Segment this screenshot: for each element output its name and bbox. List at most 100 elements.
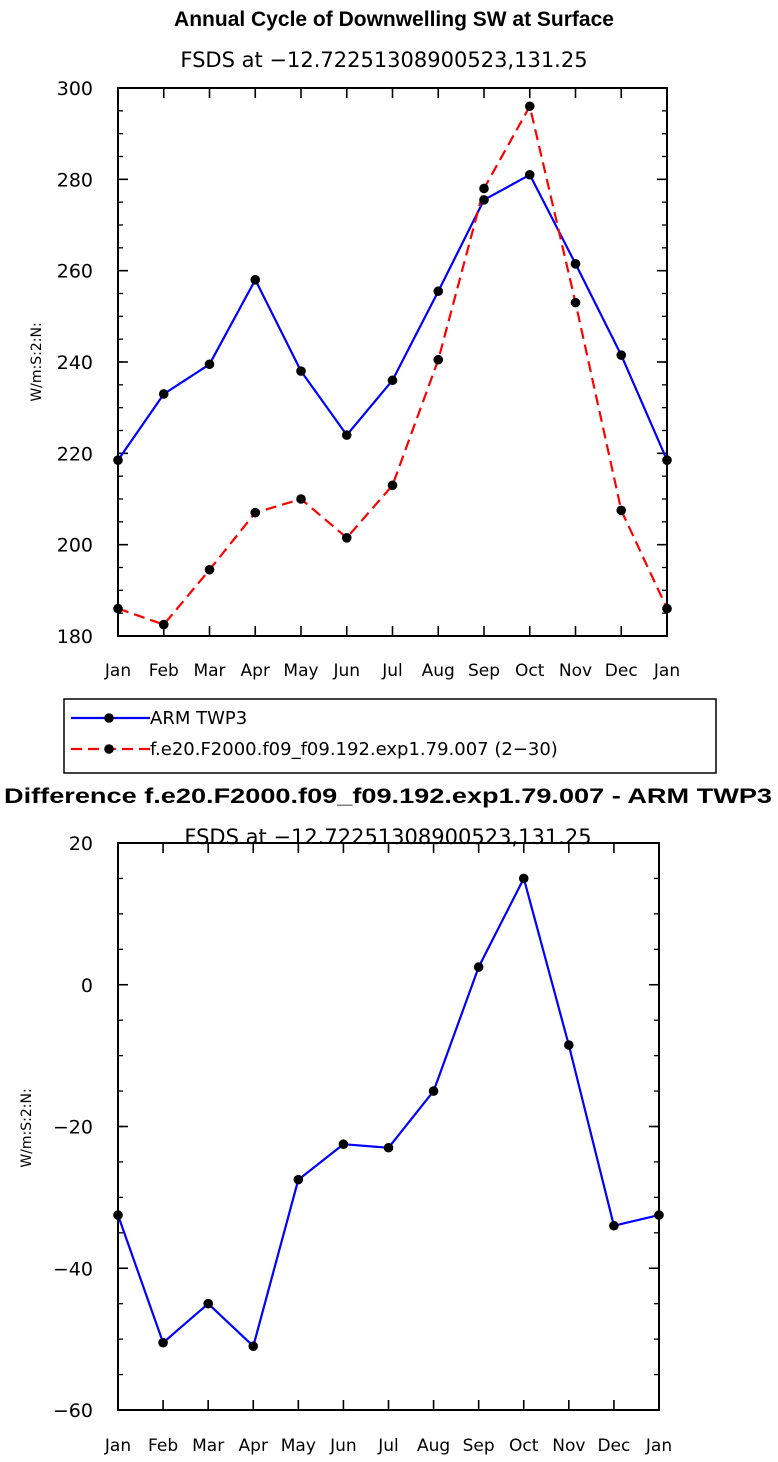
x-tick-label: Feb: [149, 661, 179, 681]
x-tick-label: Mar: [193, 661, 225, 681]
y-tick-label: 240: [57, 352, 93, 374]
chart-1: Annual Cycle of Downwelling SW at Surfac…: [29, 8, 717, 774]
x-tick-label: May: [283, 661, 318, 681]
series-0-point: [479, 195, 489, 205]
series-0-point: [341, 430, 352, 440]
chart-2-plot-area: −60 −40 −20 0 20 Jan Feb Mar Apr May Jun Jul Aug Sep O…: [53, 833, 672, 1456]
legend-box: [63, 698, 717, 774]
x-tick-label: Aug: [417, 1436, 450, 1456]
x-tick-label: Nov: [559, 661, 592, 681]
series-0-point: [158, 1337, 168, 1348]
series-line-0: [117, 173, 669, 461]
chart-1-legend: ARM TWP3 f.e20.F2000.f09_f09.192.exp1.79…: [63, 698, 717, 774]
x-tick-label: May: [281, 1436, 316, 1456]
x-tick-label: Jan: [653, 661, 680, 681]
series-0-point: [338, 1139, 349, 1150]
series-1-point: [387, 480, 398, 491]
y-tick-label: −60: [53, 1400, 93, 1422]
series-0-point: [473, 962, 484, 972]
series-0-point: [428, 1086, 439, 1096]
series-0-point: [113, 1210, 123, 1220]
x-tick-label: Sep: [463, 1436, 495, 1456]
y-tick-label: 200: [57, 535, 93, 557]
chart-2-ylabel: W/m:S:2:N:: [19, 1088, 35, 1167]
x-tick-label: Jan: [104, 1436, 131, 1456]
x-tick-label: Oct: [515, 661, 545, 681]
series-1-point: [524, 101, 535, 112]
x-tick-label: Dec: [597, 1436, 630, 1456]
x-tick-label: Jun: [329, 1436, 357, 1456]
chart-1-ylabel: W/m:S:2:N:: [29, 322, 45, 401]
legend-label-arm: ARM TWP3: [150, 708, 247, 729]
series-0-point: [203, 1298, 213, 1309]
series-0-point: [654, 1210, 664, 1220]
x-tick-label: Aug: [422, 661, 455, 681]
series-0-point: [433, 286, 444, 297]
plot-frame: [117, 87, 668, 637]
chart-1-plot-area: 180 200 220 240 260 280 300 Jan Feb Mar Apr May Jun J…: [57, 78, 680, 681]
x-tick-label: Jan: [645, 1436, 672, 1456]
y-tick-label: 220: [57, 443, 93, 465]
series-0-point: [296, 366, 306, 376]
series-line-0: [116, 877, 660, 1348]
x-tick-label: Apr: [241, 661, 270, 681]
series-1-point: [113, 603, 123, 614]
x-tick-label: Feb: [148, 1436, 178, 1456]
series-1-point: [250, 507, 261, 518]
plot-frame: [117, 842, 660, 1411]
y-tick-label: 300: [57, 78, 93, 100]
series-line-1: [117, 105, 668, 626]
y-tick-label: 0: [81, 975, 93, 997]
series-0-point: [113, 455, 123, 465]
x-tick-label: Oct: [509, 1436, 539, 1456]
series-1-point: [341, 533, 352, 543]
series-1-point: [158, 619, 169, 630]
chart-1-title: Annual Cycle of Downwelling SW at Surfac…: [174, 8, 614, 31]
series-0-point: [518, 873, 529, 884]
x-tick-label: Mar: [192, 1436, 224, 1456]
series-1-point: [662, 603, 672, 614]
x-tick-label: Jan: [104, 661, 131, 681]
y-tick-label: 280: [57, 169, 93, 191]
legend-marker-arm: [104, 713, 114, 723]
legend-entry-model: f.e20.F2000.f09_f09.192.exp1.79.007 (2−3…: [71, 739, 558, 760]
chart-2-title: Difference f.e20.F2000.f09_f09.192.exp1.…: [4, 785, 772, 808]
series-1-point: [296, 494, 306, 504]
series-1-point: [479, 183, 489, 194]
series-0-point: [564, 1040, 574, 1050]
y-tick-label: −40: [53, 1258, 93, 1280]
series-0-point: [293, 1174, 304, 1185]
chart-2: Difference f.e20.F2000.f09_f09.192.exp1.…: [4, 785, 772, 1456]
x-tick-label: Sep: [468, 661, 500, 681]
series-1-point: [204, 564, 215, 575]
x-tick-label: Dec: [605, 661, 638, 681]
series-0-point: [570, 259, 581, 269]
x-tick-label: Jul: [377, 1436, 399, 1456]
y-tick-label: 260: [57, 261, 93, 283]
series-0-point: [662, 455, 672, 465]
series-0-point: [387, 375, 398, 386]
x-tick-label: Jun: [332, 661, 360, 681]
legend-marker-model: [104, 744, 114, 754]
series-0-point: [616, 350, 627, 360]
series-1-point: [616, 505, 627, 516]
series-0-point: [524, 169, 535, 180]
series-0-point: [250, 275, 261, 285]
legend-entry-arm: ARM TWP3: [71, 708, 247, 729]
series-0-point: [383, 1142, 394, 1153]
x-tick-label: Nov: [552, 1436, 585, 1456]
series-0-point: [248, 1341, 259, 1352]
series-0-point: [609, 1220, 619, 1231]
legend-label-model: f.e20.F2000.f09_f09.192.exp1.79.007 (2−3…: [150, 739, 558, 760]
chart-1-subtitle: FSDS at −12.72251308900523,131.25: [180, 48, 587, 72]
y-tick-label: 20: [69, 833, 93, 855]
series-0-point: [158, 389, 169, 399]
x-tick-label: Apr: [239, 1436, 268, 1456]
x-tick-label: Jul: [381, 661, 403, 681]
y-tick-label: −20: [53, 1117, 93, 1139]
y-tick-label: 180: [57, 626, 93, 648]
series-1-point: [433, 354, 444, 365]
series-1-point: [570, 297, 581, 308]
series-0-point: [204, 359, 215, 370]
